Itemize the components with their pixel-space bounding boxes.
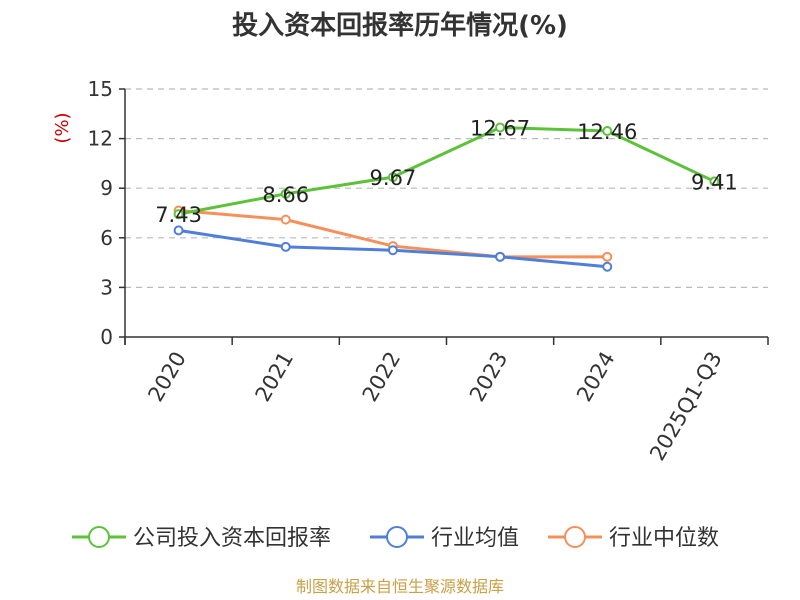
data-point: [173, 209, 184, 220]
data-point: [280, 214, 291, 225]
y-tick-label: 0: [100, 325, 113, 349]
series-line: [178, 126, 716, 216]
x-tick-label: 2020: [143, 348, 191, 406]
data-label: 7.43: [155, 203, 202, 227]
x-tick-label: 2025Q1-Q3: [645, 348, 727, 465]
data-label: 12.46: [577, 120, 637, 144]
legend-marker: [386, 526, 408, 548]
data-point: [387, 245, 398, 256]
x-tick-label: 2021: [251, 348, 299, 406]
legend-label: 行业中位数: [609, 526, 719, 551]
x-tick-label: 2024: [572, 348, 620, 406]
data-point: [602, 261, 613, 272]
data-label: 9.67: [370, 166, 417, 190]
y-tick-label: 12: [88, 127, 113, 151]
y-axis-unit-label: (%): [52, 112, 73, 143]
data-point: [602, 125, 613, 136]
data-point: [495, 251, 506, 262]
y-tick-label: 9: [100, 176, 113, 200]
axes: 0 3 6 9 12 15 2020 2021 2022 2023 2024 2025Q1-Q3: [88, 77, 769, 465]
source-note: 制图数据来自恒生聚源数据库: [296, 577, 504, 596]
chart-title: 投入资本回报率历年情况(%): [232, 10, 568, 41]
legend: 公司投入资本回报率 行业均值 行业中位数: [72, 526, 719, 551]
data-point: [387, 172, 398, 183]
data-labels: 7.43 8.66 9.67 12.67 12.46 9.41: [155, 117, 738, 228]
data-point: [495, 122, 506, 133]
data-point: [280, 188, 291, 199]
legend-marker: [564, 526, 586, 548]
y-tick-label: 15: [88, 77, 113, 101]
x-tick-label: 2023: [465, 348, 513, 406]
y-tick-label: 6: [100, 226, 113, 250]
x-tick-label: 2022: [358, 348, 406, 406]
data-point: [709, 176, 720, 187]
data-label: 12.67: [470, 117, 530, 141]
data-label: 9.41: [691, 170, 738, 194]
grid-lines: [125, 88, 768, 288]
data-point: [602, 251, 613, 262]
y-tick-label: 3: [100, 275, 113, 299]
data-point: [173, 225, 184, 236]
series-lines: [173, 122, 720, 272]
legend-label: 公司投入资本回报率: [133, 526, 331, 551]
legend-label: 行业均值: [431, 526, 519, 551]
data-label: 8.66: [262, 183, 309, 207]
data-point: [280, 241, 291, 252]
legend-marker: [88, 526, 110, 548]
